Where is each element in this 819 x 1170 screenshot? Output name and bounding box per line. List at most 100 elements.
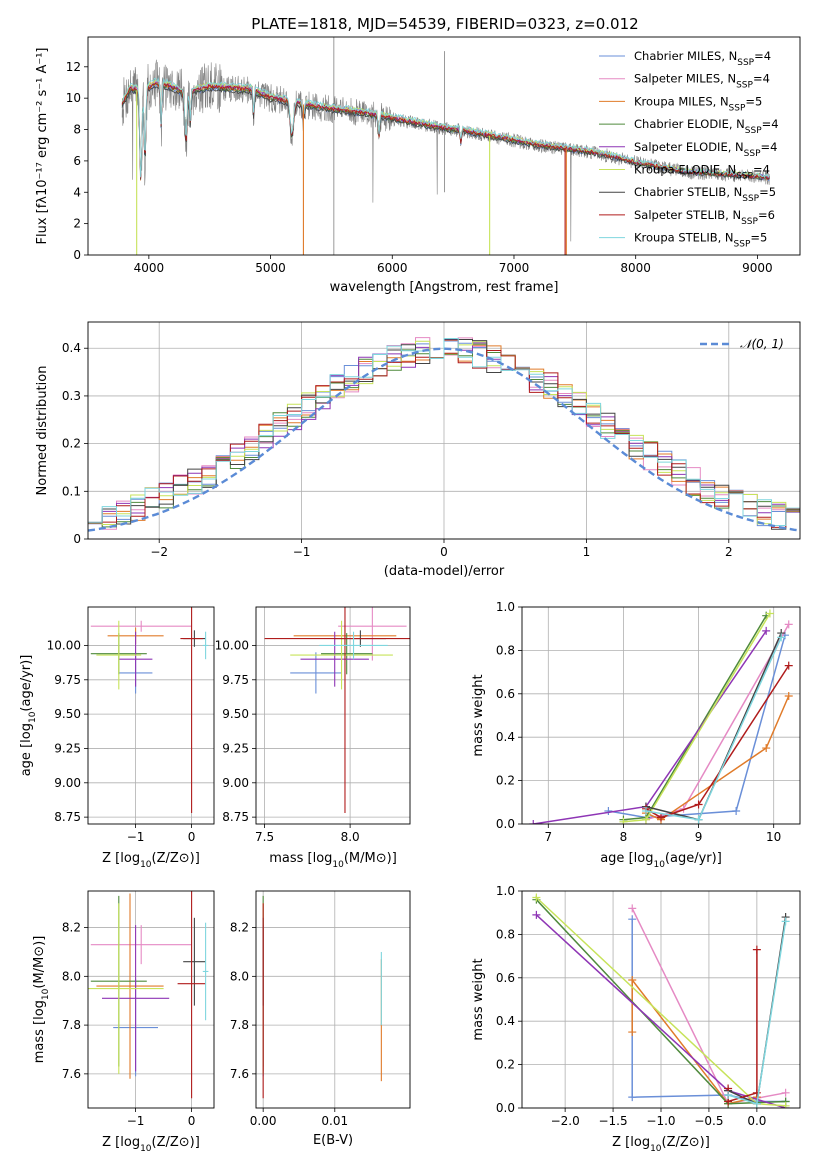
y-tick-label: 4 [73, 185, 81, 199]
weight-marker [529, 820, 538, 824]
y-tick-label: 8.0 [230, 969, 249, 983]
y-tick-label: 9.25 [222, 741, 249, 755]
x-tick-label: 8 [620, 830, 628, 844]
weight-marker [732, 806, 741, 815]
x-axis-label: age [log10(age/yr)] [600, 851, 722, 870]
weight-series-salpeter_miles [641, 620, 793, 824]
weight-marker [532, 910, 541, 919]
x-tick-label: −1 [127, 830, 145, 844]
x-tick-label: 0.00 [250, 1114, 277, 1128]
axes-spectrum: 4000 5000 6000 7000 8000 9000 0 2 4 6 8 10 12 wavelen… [35, 36, 801, 295]
weight-line [645, 695, 790, 821]
y-tick-label: 9.25 [54, 741, 81, 755]
y-tick-label: 10.00 [215, 638, 249, 652]
legend-label-kroupa_stelib: Kroupa STELIB, NSSP=5 [634, 231, 767, 250]
legend-label-salpeter_miles: Salpeter MILES, NSSP=4 [634, 72, 770, 91]
y-tick-label: 1.0 [496, 600, 515, 614]
plot-area-residuals [88, 337, 800, 532]
y-tick-label: 7.8 [62, 1018, 81, 1032]
y-tick-label: 0.2 [496, 1058, 515, 1072]
weight-marker [628, 915, 637, 924]
y-tick-label: 0.4 [496, 730, 515, 744]
normal-curve [88, 347, 798, 532]
y-tick-label: 8.2 [62, 921, 81, 935]
weight-marker [628, 904, 637, 913]
errorbar-kroupa_miles [96, 893, 164, 1079]
weight-marker [724, 1090, 733, 1099]
x-tick-label: 0 [188, 830, 196, 844]
y-axis-label: mass weight [471, 958, 486, 1040]
axes-mass_vs_ebv: 0.00 0.01 7.6 7.8 8.0 8.2 E(B-V) [230, 890, 411, 1148]
weight-series-kroupa_elodie [619, 609, 774, 824]
y-tick-label: 7.6 [230, 1067, 249, 1081]
errorbar-chabrier_stelib [183, 917, 206, 1006]
errorbar-kroupa_elodie [290, 620, 393, 690]
errorbar-kroupa_elodie [88, 903, 164, 1074]
axes-frame [521, 890, 801, 1109]
legend-label-kroupa_miles: Kroupa MILES, NSSP=5 [634, 94, 762, 113]
weight-series-salpeter_stelib [724, 945, 761, 1106]
errorbar-salpeter_miles [90, 620, 192, 632]
plot-area-weight_vs_age [529, 609, 793, 824]
weight-series-salpeter_stelib [641, 661, 793, 822]
y-tick-label: 0.0 [496, 817, 515, 831]
x-tick-label: −0.5 [694, 1114, 723, 1128]
legend-label-salpeter_stelib: Salpeter STELIB, NSSP=6 [634, 208, 775, 227]
x-tick-label: 1 [583, 545, 591, 559]
x-tick-label: 8000 [620, 261, 651, 275]
legend-label-chabrier_stelib: Chabrier STELIB, NSSP=5 [634, 185, 776, 204]
x-tick-label: −2.0 [551, 1114, 580, 1128]
y-axis-label: Normed distribution [35, 366, 50, 496]
plot-area-spectrum [121, 37, 770, 255]
weight-marker [752, 945, 761, 954]
x-tick-label: 8.0 [341, 830, 360, 844]
plot-area-weight_vs_Z [532, 893, 790, 1108]
axes-frame [521, 606, 801, 825]
weight-marker [781, 917, 790, 926]
figure-title: PLATE=1818, MJD=54539, FIBERID=0323, z=0… [251, 15, 638, 33]
weight-series-kroupa_stelib [641, 633, 786, 824]
x-tick-label: −1 [293, 545, 311, 559]
x-tick-label: 7 [544, 830, 552, 844]
plot-area-age_vs_Z [90, 607, 209, 814]
x-axis-label: Z [log10(Z/Z⊙)] [102, 1135, 200, 1154]
axes-frame [255, 890, 411, 1109]
x-tick-label: 0 [440, 545, 448, 559]
x-tick-label: −1 [127, 1114, 145, 1128]
weight-marker [628, 1093, 637, 1102]
weight-marker [752, 1099, 761, 1108]
weight-line [727, 949, 758, 1103]
x-tick-label: 9000 [742, 261, 773, 275]
axes-frame [255, 606, 411, 825]
errorbar-kroupa_stelib [202, 631, 209, 660]
errorbar-salpeter_elodie [300, 631, 369, 687]
weight-marker [752, 1088, 761, 1097]
x-tick-label: 4000 [134, 261, 165, 275]
y-tick-label: 0.2 [496, 774, 515, 788]
legend-label-kroupa_elodie: Kroupa ELODIE, NSSP=4 [634, 163, 770, 182]
y-tick-label: 0.8 [496, 643, 515, 657]
plot-area-mass_vs_ebv [262, 895, 382, 1099]
legend-label-salpeter_elodie: Salpeter ELODIE, NSSP=4 [634, 140, 777, 159]
residual-hist-kroupa_stelib [88, 338, 800, 526]
residual-legend: 𝒩(0, 1) [700, 337, 784, 351]
errorbar-salpeter_miles [90, 925, 192, 965]
spectrum-model-kroupa_stelib [121, 76, 770, 179]
weight-marker [641, 815, 650, 824]
errorbar-salpeter_elodie [118, 631, 153, 687]
x-tick-label: 9 [695, 830, 703, 844]
x-tick-label: 5000 [255, 261, 286, 275]
axes-frame [87, 321, 801, 540]
weight-series-chabrier_miles [604, 631, 789, 822]
weight-series-kroupa_miles [628, 975, 761, 1108]
y-tick-label: 0.4 [62, 341, 81, 355]
x-tick-label: 7.5 [255, 830, 274, 844]
x-tick-label: 0.0 [747, 1114, 766, 1128]
y-axis-label: mass [log10(M/M⊙)] [32, 936, 51, 1064]
weight-marker [641, 806, 650, 815]
y-tick-label: 9.75 [54, 673, 81, 687]
y-tick-label: 0.0 [496, 1101, 515, 1115]
grid-age_vs_Z [88, 607, 214, 824]
weight-line [645, 665, 790, 819]
